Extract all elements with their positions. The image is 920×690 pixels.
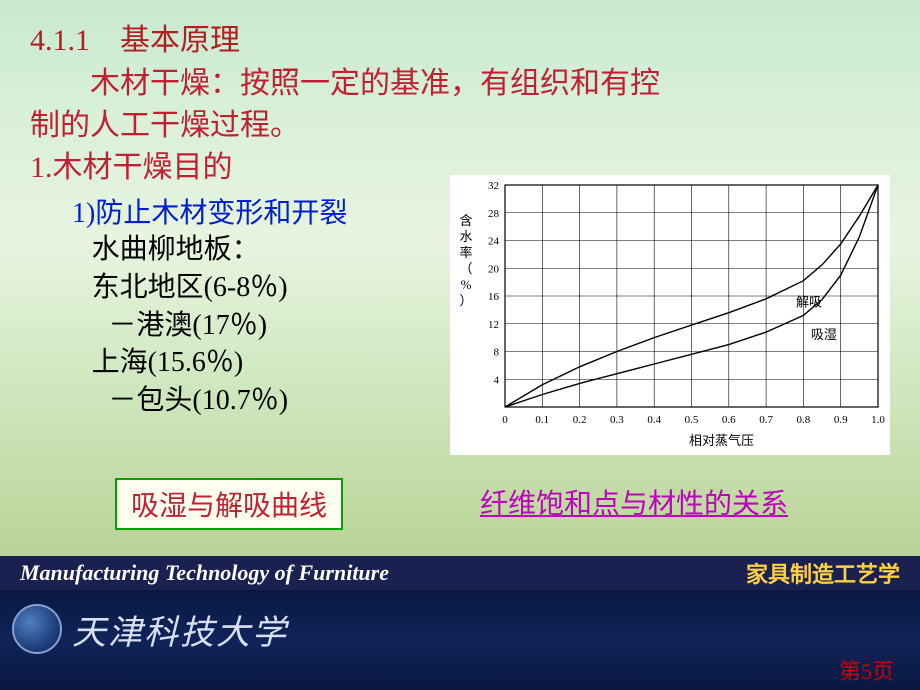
svg-text:32: 32 [488,180,499,192]
chart-svg: 4 8 12 16 20 24 28 32 0 0.1 0.2 0.3 0.4 0.5 0.6 0.7 0.8 0… [450,175,890,455]
svg-text:0.1: 0.1 [535,414,549,426]
svg-text:0.5: 0.5 [685,414,699,426]
svg-text:0.7: 0.7 [759,414,773,426]
section-heading: 4.1.1 基本原理 [30,15,890,59]
svg-text:16: 16 [488,291,500,303]
svg-text:（: （ [459,261,472,276]
svg-text:20: 20 [488,263,500,275]
intro-line-2: 制的人工干燥过程。 [30,105,890,147]
svg-text:1.0: 1.0 [871,414,885,426]
caption-link-right: 纤维饱和点与材性的关系 [480,482,788,522]
svg-text:0.8: 0.8 [797,414,811,426]
svg-text:0: 0 [502,414,508,426]
svg-text:吸湿: 吸湿 [811,327,837,342]
svg-text:水: 水 [459,229,472,244]
svg-text:相对蒸气压: 相对蒸气压 [689,433,754,448]
svg-text:0.2: 0.2 [573,414,587,426]
svg-text:0.3: 0.3 [610,414,624,426]
university-name: 天津科技大学 [72,605,288,654]
page-number: 第5页 [839,654,894,686]
svg-text:）: ） [459,293,472,308]
svg-text:0.6: 0.6 [722,414,736,426]
title-band: Manufacturing Technology of Furniture 家具… [0,556,920,590]
intro-line-1: 木材干燥：按照一定的基准，有组织和有控 [30,63,890,105]
svg-text:含: 含 [459,213,472,228]
svg-text:4: 4 [494,374,500,386]
svg-text:%: % [461,277,472,292]
slide: 4.1.1 基本原理 木材干燥：按照一定的基准，有组织和有控 制的人工干燥过程。… [0,0,920,690]
university-logo-row: 天津科技大学 [12,604,288,654]
svg-text:解吸: 解吸 [796,294,822,309]
caption-box-left: 吸湿与解吸曲线 [115,478,343,530]
hysteresis-chart: 4 8 12 16 20 24 28 32 0 0.1 0.2 0.3 0.4 0.5 0.6 0.7 0.8 0… [450,175,890,455]
svg-text:率: 率 [459,245,472,260]
svg-text:24: 24 [488,236,500,248]
footer-band: 天津科技大学 第5页 [0,590,920,690]
svg-text:0.4: 0.4 [647,414,661,426]
course-title-zh: 家具制造工艺学 [746,557,900,589]
svg-text:0.9: 0.9 [834,414,848,426]
svg-text:8: 8 [494,347,500,359]
svg-text:12: 12 [488,319,499,331]
course-title-en: Manufacturing Technology of Furniture [20,560,389,586]
university-seal-icon [12,604,62,654]
svg-text:28: 28 [488,208,500,220]
